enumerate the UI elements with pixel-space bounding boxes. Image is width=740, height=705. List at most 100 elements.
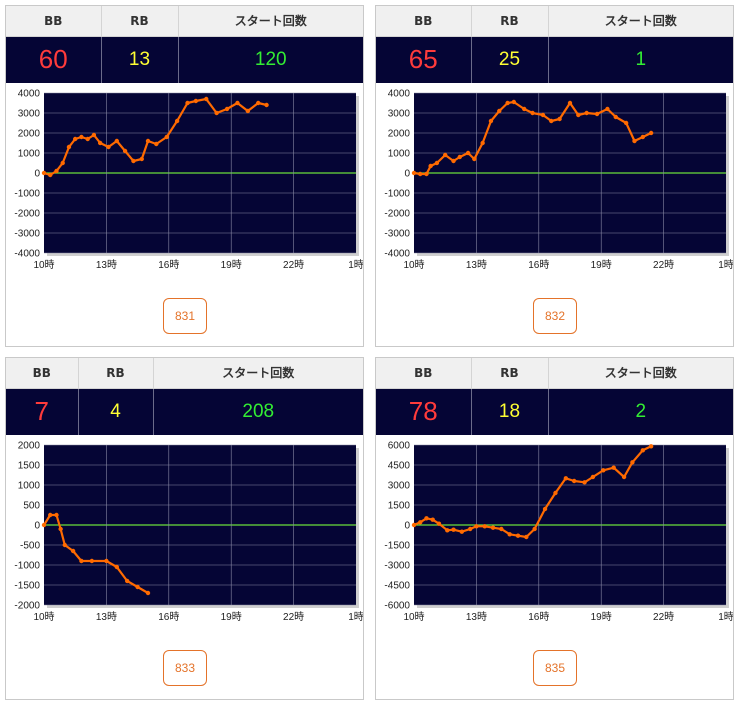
y-tick-label: 2000: [388, 129, 411, 140]
machine-number-button[interactable]: 832: [533, 298, 577, 334]
data-point: [467, 526, 473, 532]
y-tick-label: -500: [20, 541, 40, 552]
data-point: [567, 100, 573, 106]
y-tick-label: 1500: [388, 501, 411, 512]
data-point: [174, 118, 180, 124]
data-point: [549, 118, 554, 124]
data-point: [424, 516, 429, 521]
data-point: [474, 524, 479, 529]
data-point: [135, 584, 140, 590]
data-point: [445, 528, 450, 533]
data-point: [428, 163, 433, 169]
data-point: [58, 526, 63, 532]
rb-header: RB: [78, 358, 154, 389]
data-point: [511, 99, 517, 105]
x-tick-label: 10時: [33, 259, 54, 271]
data-point: [648, 130, 654, 136]
data-point: [522, 106, 527, 112]
machine-number-button[interactable]: 831: [163, 298, 207, 334]
data-point: [114, 564, 120, 570]
data-point: [542, 506, 548, 512]
bb-count: 60: [6, 36, 102, 83]
data-point: [505, 100, 510, 106]
x-tick-label: 13時: [466, 259, 487, 271]
y-tick-label: -2000: [14, 209, 40, 220]
data-point: [611, 465, 616, 470]
start-count: 120: [178, 36, 363, 83]
data-point: [54, 512, 59, 518]
data-point: [490, 525, 496, 530]
data-point: [139, 156, 144, 162]
y-tick-label: -1500: [384, 541, 410, 552]
data-point: [623, 120, 629, 126]
x-tick-label: 10時: [33, 611, 54, 623]
y-tick-label: -6000: [384, 601, 410, 612]
data-point: [235, 100, 240, 106]
data-point: [532, 526, 537, 532]
y-tick-label: 1500: [18, 461, 41, 472]
data-point: [89, 558, 95, 564]
stats-table: BB RB スタート回数 60 13 120: [6, 6, 363, 83]
data-point: [459, 529, 465, 534]
data-point: [122, 148, 128, 154]
data-point: [79, 558, 84, 564]
y-tick-label: -3000: [384, 229, 410, 240]
x-tick-label: 16時: [158, 259, 179, 271]
data-point: [106, 144, 111, 150]
data-point: [114, 138, 120, 144]
y-tick-label: 4000: [388, 89, 411, 100]
data-point: [499, 526, 504, 532]
data-point: [576, 112, 581, 118]
machine-number-button[interactable]: 833: [163, 650, 207, 686]
data-point: [582, 480, 587, 485]
data-point: [164, 134, 169, 140]
data-point: [630, 460, 635, 465]
data-point: [85, 136, 90, 142]
y-tick-label: -1000: [14, 189, 40, 200]
data-point: [472, 156, 477, 162]
x-tick-label: 19時: [221, 611, 242, 623]
bb-header: BB: [6, 6, 102, 37]
data-point: [154, 141, 159, 147]
machine-number-button[interactable]: 835: [533, 650, 577, 686]
data-point: [497, 108, 502, 114]
y-tick-label: -4500: [384, 581, 410, 592]
x-tick-label: 19時: [591, 259, 612, 271]
stats-table: BB RB スタート回数 7 4 208: [6, 358, 363, 435]
start-header: スタート回数: [178, 6, 363, 37]
y-tick-label: 0: [404, 521, 410, 532]
x-tick-label: 22時: [283, 611, 304, 623]
x-tick-label: 1時: [348, 259, 363, 271]
y-tick-label: 1000: [18, 481, 41, 492]
y-tick-label: 2000: [18, 441, 41, 452]
data-point: [131, 158, 136, 164]
bb-count: 7: [6, 388, 79, 435]
data-point: [125, 578, 130, 584]
y-tick-label: -4000: [384, 249, 410, 260]
stats-table: BB RB スタート回数 65 25 1: [376, 6, 733, 83]
x-tick-label: 16時: [158, 611, 179, 623]
rb-count: 18: [471, 388, 549, 435]
data-point: [436, 521, 442, 526]
x-tick-label: 22時: [653, 611, 674, 623]
data-point: [540, 112, 546, 118]
data-point: [482, 524, 487, 529]
data-point: [411, 170, 417, 176]
data-point: [411, 522, 417, 528]
data-point: [515, 533, 521, 538]
data-point: [457, 154, 462, 160]
bb-count: 65: [376, 36, 472, 83]
start-count: 2: [548, 388, 733, 435]
start-header: スタート回数: [548, 358, 733, 389]
data-point: [632, 138, 637, 144]
x-tick-label: 22時: [653, 259, 674, 271]
y-tick-label: -1000: [384, 189, 410, 200]
y-tick-label: 3000: [388, 481, 411, 492]
y-tick-label: 4000: [18, 89, 41, 100]
data-point: [488, 118, 494, 124]
data-point: [79, 134, 84, 140]
data-point: [640, 134, 645, 140]
y-tick-label: 4500: [388, 461, 411, 472]
machine-card: BB RB スタート回数 60 13 120 4000 3000 2000 1000 0…: [5, 5, 364, 347]
data-point: [418, 520, 423, 525]
